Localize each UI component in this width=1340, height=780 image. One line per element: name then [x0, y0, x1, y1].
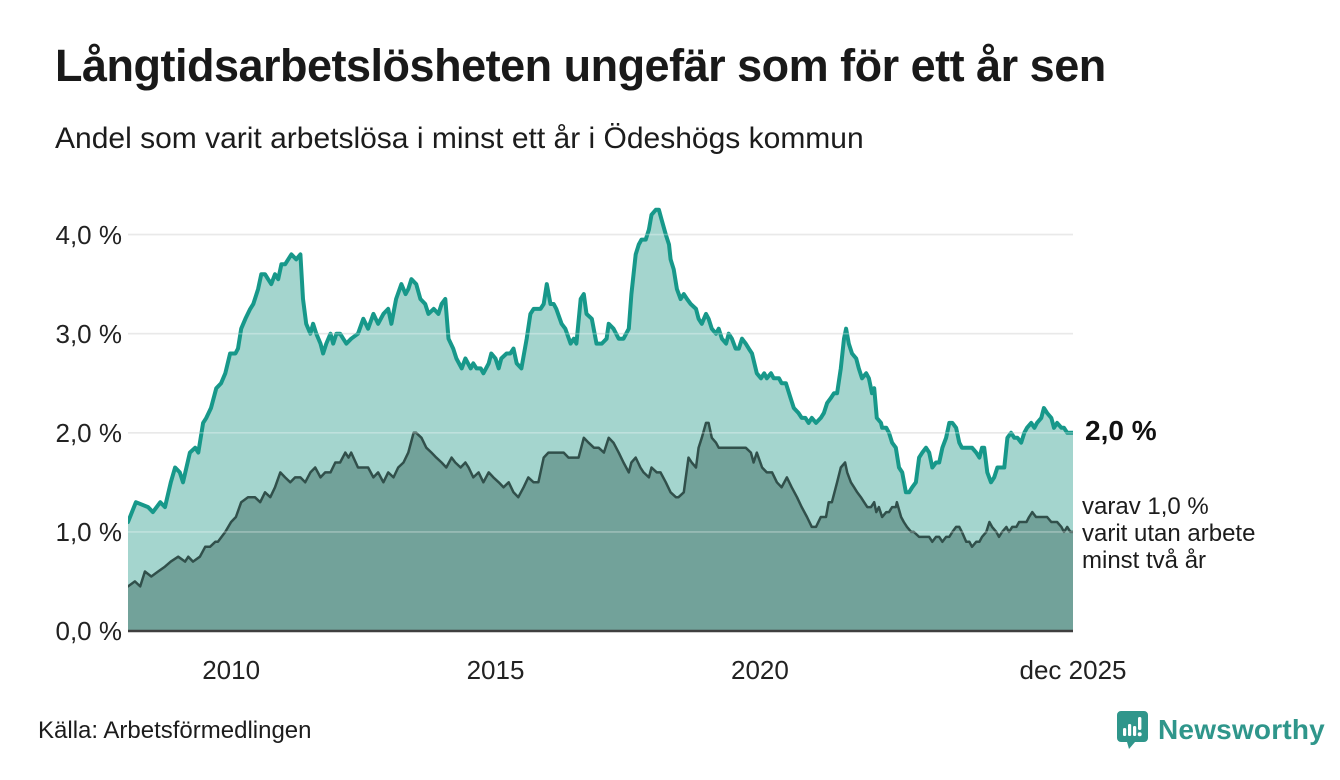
y-tick-label: 2,0 % — [55, 417, 123, 448]
annotation-line: minst två år — [1082, 547, 1207, 574]
annotation-line: varav 1,0 % — [1082, 493, 1209, 520]
x-tick-label: 2010 — [202, 655, 261, 685]
series-line — [128, 421, 1073, 588]
annotation-line: varit utan arbete — [1082, 520, 1256, 547]
page-subtitle: Andel som varit arbetslösa i minst ett å… — [55, 122, 864, 155]
newsworthy-logo-icon — [1117, 711, 1148, 749]
y-tick-label: 3,0 % — [55, 318, 123, 349]
source-note: Källa: Arbetsförmedlingen — [38, 717, 312, 744]
x-tick-label: 2020 — [731, 655, 789, 685]
x-tick-label: 2015 — [466, 655, 525, 685]
page-title: Långtidsarbetslösheten ungefär som för e… — [55, 40, 1106, 91]
newsworthy-wordmark: Newsworthy — [1158, 714, 1325, 745]
series2-annotation: varav 1,0 % varit utan arbete minst två … — [1082, 493, 1255, 574]
x-tick-label: dec 2025 — [1019, 655, 1127, 685]
area-fill — [128, 422, 1073, 631]
y-tick-label: 1,0 % — [55, 516, 123, 547]
y-tick-label: 0,0 % — [55, 616, 123, 646]
chart-area: 4,0 % 3,0 % 2,0 % 1,0 % 0,0 % — [0, 190, 1340, 646]
series-line — [128, 207, 1073, 524]
area-chart-canvas — [128, 207, 1073, 633]
y-tick-label: 4,0 % — [55, 219, 123, 250]
latest-value-label: 2,0 % — [1085, 415, 1157, 446]
newsworthy-brand: Newsworthy — [1117, 711, 1325, 749]
